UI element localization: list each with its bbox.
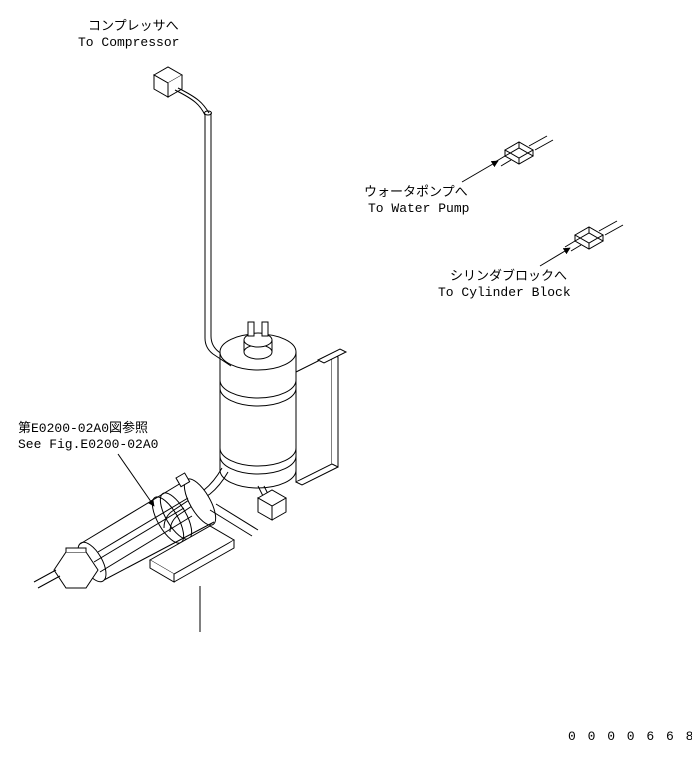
fitting-waterpump — [495, 136, 553, 166]
cylblock-arrow — [540, 248, 570, 266]
cylblock-label-en: To Cylinder Block — [438, 285, 571, 300]
mount-bracket — [296, 349, 346, 485]
drawing-number: 0 0 0 0 6 6 8 9 — [568, 729, 692, 744]
cylblock-label-jp: シリンダブロックへ — [450, 268, 567, 284]
diagram-canvas: コンプレッサへ To Compressor ウォータポンプへ To Water … — [0, 0, 692, 758]
seefig-arrow — [118, 454, 154, 506]
waterpump-label-en: To Water Pump — [368, 201, 469, 216]
waterpump-label-jp: ウォータポンプへ — [364, 185, 468, 200]
vertical-tube — [205, 111, 212, 338]
compressor-label-jp: コンプレッサへ — [88, 19, 179, 34]
seefig-label-jp: 第E0200-02A0図参照 — [18, 420, 148, 436]
waterpump-arrow — [462, 161, 498, 182]
filter-cylinder — [220, 322, 296, 488]
fitting-cylblock — [565, 221, 623, 251]
seefig-label-en: See Fig.E0200-02A0 — [18, 437, 158, 452]
compressor-label-en: To Compressor — [78, 35, 179, 50]
filter-bottom-outlet — [258, 486, 286, 520]
compressor-end-cube — [154, 67, 182, 97]
